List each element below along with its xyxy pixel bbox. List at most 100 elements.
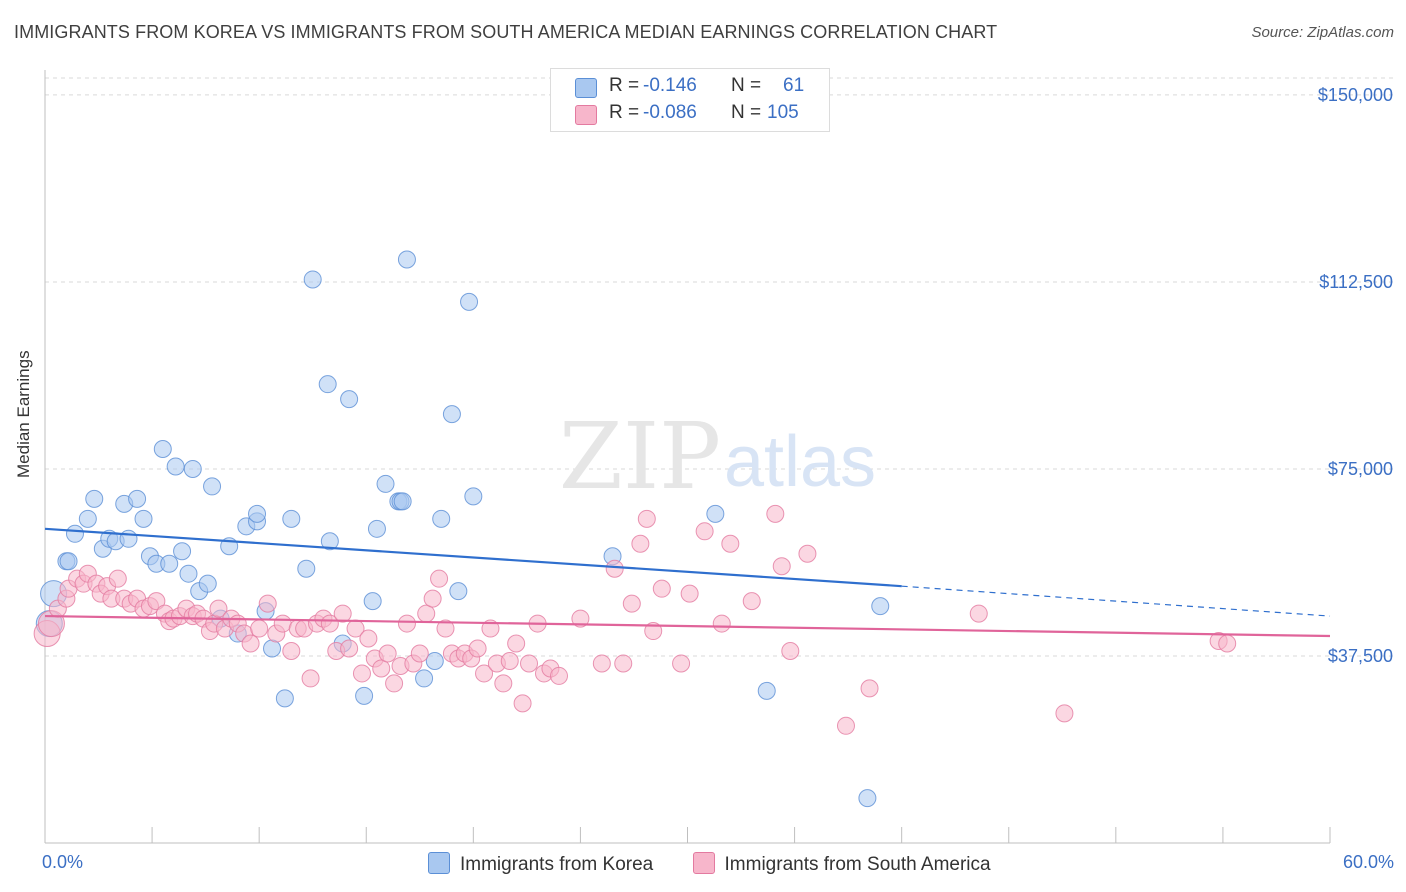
point-south-america (468, 639, 487, 658)
point-south-america (571, 609, 590, 628)
point-south-america (781, 641, 800, 660)
point-korea (871, 597, 890, 616)
legend-row-south-america: R = -0.086 N = 105 (551, 102, 829, 128)
point-south-america (108, 569, 127, 588)
point-south-america (282, 641, 301, 660)
point-korea (263, 639, 282, 658)
legend-n-label: N = (731, 75, 762, 96)
point-korea (119, 529, 138, 548)
point-korea (153, 440, 172, 459)
legend-item-korea: Immigrants from Korea (428, 852, 653, 876)
point-south-america (520, 654, 539, 673)
point-south-america (772, 557, 791, 576)
point-south-america (372, 659, 391, 678)
legend-label-korea: Immigrants from Korea (460, 854, 654, 875)
trend-line-korea (44, 527, 902, 588)
point-south-america (320, 614, 339, 633)
point-south-america (637, 509, 656, 528)
legend-r-label: R = (609, 102, 640, 123)
point-korea (134, 509, 153, 528)
point-korea (78, 509, 97, 528)
point-korea (355, 686, 374, 705)
point-south-america (273, 614, 292, 633)
watermark-atlas: atlas (724, 422, 876, 502)
point-south-america (742, 592, 761, 611)
point-korea (464, 487, 483, 506)
legend-label-south-america: Immigrants from South America (724, 854, 991, 875)
y-tick-label: $112,500 (1319, 272, 1393, 292)
point-south-america (147, 592, 166, 611)
point-korea (282, 509, 301, 528)
point-south-america (340, 639, 359, 658)
legend-r-value: -0.086 (643, 102, 697, 123)
point-south-america (605, 559, 624, 578)
legend-r-label: R = (609, 75, 640, 96)
point-south-america (1055, 704, 1074, 723)
point-south-america (652, 579, 671, 598)
legend-n-label: N = (731, 102, 762, 123)
point-south-america (241, 634, 260, 653)
point-korea (397, 250, 416, 269)
point-korea (393, 492, 412, 511)
point-south-america (494, 674, 513, 693)
point-south-america (860, 679, 879, 698)
point-south-america (644, 622, 663, 641)
point-korea (432, 509, 451, 528)
point-korea (363, 592, 382, 611)
legend-r-value: -0.146 (643, 75, 697, 96)
point-korea (65, 524, 84, 543)
point-korea (179, 564, 198, 583)
correlation-legend: R = -0.146 N = 61 R = -0.086 N = 105 (550, 68, 830, 132)
point-south-america (417, 604, 436, 623)
legend-swatch-south-america (692, 852, 715, 874)
point-south-america (430, 569, 449, 588)
point-south-america (721, 534, 740, 553)
point-korea (706, 504, 725, 523)
point-korea (173, 542, 192, 561)
point-korea (442, 405, 461, 424)
point-south-america (672, 654, 691, 673)
point-korea (415, 669, 434, 688)
point-south-america (592, 654, 611, 673)
chart-title: IMMIGRANTS FROM KOREA VS IMMIGRANTS FROM… (14, 22, 998, 42)
watermark-zip: ZIP (559, 403, 721, 510)
point-south-america (359, 629, 378, 648)
point-south-america (397, 614, 416, 633)
point-korea (198, 574, 217, 593)
trend-lines (44, 527, 1331, 638)
point-south-america (385, 674, 404, 693)
x-tick-label-min: 0.0% (42, 852, 84, 872)
point-south-america (410, 644, 429, 663)
point-korea (376, 474, 395, 493)
point-korea (858, 789, 877, 808)
y-tick-label: $37,500 (1328, 646, 1393, 666)
point-korea (183, 459, 202, 478)
point-korea (297, 559, 316, 578)
legend-row-korea: R = -0.146 N = 61 (551, 75, 829, 101)
point-korea (449, 582, 468, 601)
point-south-america (301, 669, 320, 688)
point-korea (160, 554, 179, 573)
point-korea (59, 552, 78, 571)
point-korea (248, 504, 267, 523)
data-points (33, 250, 1237, 808)
legend-item-south-america: Immigrants from South America (692, 852, 991, 876)
point-south-america (631, 534, 650, 553)
watermark: ZIP atlas (559, 403, 876, 510)
legend-swatch-south-america (575, 105, 597, 125)
point-south-america (695, 522, 714, 541)
point-south-america (1218, 634, 1237, 653)
point-korea (85, 489, 104, 508)
point-south-america (481, 619, 500, 638)
point-south-america (622, 594, 641, 613)
series-legend: Immigrants from Korea Immigrants from So… (428, 852, 1025, 876)
y-tick-label: $75,000 (1328, 459, 1393, 479)
point-south-america (614, 654, 633, 673)
point-south-america (423, 589, 442, 608)
point-korea (166, 457, 185, 476)
point-south-america (766, 504, 785, 523)
legend-n-value: 105 (767, 102, 799, 123)
point-korea (367, 519, 386, 538)
point-south-america (378, 644, 397, 663)
point-korea (128, 489, 147, 508)
